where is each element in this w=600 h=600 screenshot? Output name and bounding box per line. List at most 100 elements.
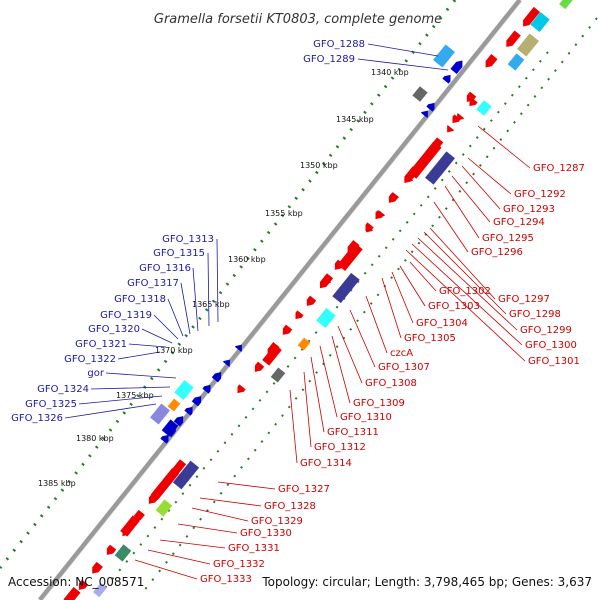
gene-label[interactable]: GFO_1302 — [439, 286, 491, 297]
leader-line — [153, 314, 179, 340]
gene-arrow — [523, 6, 541, 27]
gene-arrow — [282, 324, 293, 335]
leader-line — [467, 157, 512, 195]
gene-arrow — [106, 544, 117, 555]
gene-label[interactable]: GFO_1321 — [75, 339, 127, 350]
leader-line — [433, 201, 469, 253]
leader-line — [159, 539, 226, 549]
gene-label[interactable]: GFO_1298 — [509, 309, 561, 320]
gene-label[interactable]: GFO_1329 — [251, 516, 303, 527]
gene-label[interactable]: GFO_1320 — [88, 324, 140, 335]
gene-feature — [172, 460, 200, 490]
leader-line — [207, 252, 210, 327]
gene-label[interactable]: GFO_1315 — [153, 248, 205, 259]
gene-label[interactable]: GFO_1326 — [11, 413, 63, 424]
label-leader-lines — [64, 43, 531, 580]
gene-arrow — [348, 247, 355, 255]
gene-arrow — [485, 54, 498, 68]
gene-arrow — [450, 60, 463, 74]
leader-line — [399, 265, 426, 307]
gene-arrow — [418, 161, 425, 169]
leader-line — [177, 523, 238, 534]
scale-label: 1375 kbp — [116, 391, 154, 400]
gene-feature — [408, 141, 442, 179]
gene-arrow — [426, 102, 435, 112]
gene-label[interactable]: GFO_1296 — [471, 247, 523, 258]
gene-label[interactable]: GFO_1304 — [416, 318, 468, 329]
gene-label[interactable]: GFO_1319 — [100, 310, 152, 321]
leader-line — [477, 125, 531, 169]
feature-tracks — [63, 0, 573, 600]
gene-label[interactable]: GFO_1300 — [525, 340, 577, 351]
gene-label[interactable]: GFO_1322 — [64, 354, 116, 365]
leader-line — [319, 345, 338, 418]
gene-feature — [262, 344, 282, 366]
gene-label[interactable]: GFO_1294 — [493, 217, 545, 228]
gene-label[interactable]: GFO_1308 — [365, 378, 417, 389]
gene-arrow — [466, 91, 477, 102]
gene-label[interactable]: GFO_1318 — [114, 294, 166, 305]
gene-label[interactable]: GFO_1297 — [498, 294, 550, 305]
leader-line — [192, 267, 199, 332]
gene-label[interactable]: GFO_1331 — [228, 543, 280, 554]
gene-label[interactable]: GFO_1299 — [520, 325, 572, 336]
leader-line — [78, 395, 163, 405]
gene-arrow — [223, 359, 230, 367]
scale-label: 1380 kbp — [76, 434, 114, 443]
gene-feature — [476, 100, 492, 116]
leader-line — [180, 282, 191, 335]
gene-label[interactable]: GFO_1314 — [300, 458, 352, 469]
gene-label[interactable]: GFO_1312 — [314, 442, 366, 453]
gene-label[interactable]: GFO_1309 — [353, 398, 405, 409]
gene-label[interactable]: GFO_1305 — [404, 333, 456, 344]
gene-label[interactable]: GFO_1293 — [503, 204, 555, 215]
gene-label[interactable]: GFO_1332 — [213, 559, 265, 570]
gene-label[interactable]: GFO_1292 — [514, 189, 566, 200]
gene-label[interactable]: GFO_1328 — [264, 501, 316, 512]
leader-line — [337, 325, 363, 384]
scale-track-outer — [0, 0, 457, 569]
gene-label[interactable]: GFO_1301 — [528, 356, 580, 367]
gene-label[interactable]: GFO_1313 — [162, 234, 214, 245]
gene-label[interactable]: GFO_1289 — [303, 54, 355, 65]
gene-feature — [517, 33, 539, 57]
gene-label[interactable]: GFO_1287 — [533, 163, 585, 174]
gene-label[interactable]: GFO_1307 — [378, 362, 430, 373]
gene-arrow — [172, 459, 187, 475]
gene-feature — [161, 419, 179, 437]
gene-feature — [63, 586, 81, 600]
gene-feature — [332, 272, 360, 304]
gene-feature — [120, 515, 140, 537]
gene-label[interactable]: GFO_1325 — [25, 399, 77, 410]
gene-arrow — [202, 384, 211, 394]
gene-label[interactable]: czcA — [390, 348, 413, 359]
gene-label[interactable]: GFO_1303 — [428, 301, 480, 312]
gene-label[interactable]: gor — [87, 368, 104, 379]
scale-label: 1355 kbp — [265, 209, 303, 218]
leader-line — [461, 165, 501, 210]
gene-label[interactable]: GFO_1295 — [482, 233, 534, 244]
gene-labels: GFO_1288 GFO_1289 GFO_1313 GFO_1315 GFO_1316… — [11, 39, 585, 585]
scale-label: 1345 kbp — [336, 115, 374, 124]
leader-line — [349, 309, 376, 368]
scale-label: 1350 kbp — [300, 161, 338, 170]
gene-arrow — [191, 396, 202, 407]
gene-feature — [114, 544, 132, 562]
gene-label[interactable]: GFO_1330 — [240, 528, 292, 539]
gene-arrow — [337, 261, 344, 269]
gene-feature — [530, 12, 550, 32]
gene-label[interactable]: GFO_1311 — [327, 427, 379, 438]
gene-label[interactable]: GFO_1316 — [139, 263, 191, 274]
gene-label[interactable]: GFO_1317 — [127, 278, 179, 289]
gene-label[interactable]: GFO_1310 — [340, 412, 392, 423]
gene-label[interactable]: GFO_1333 — [200, 574, 252, 585]
gene-arrow — [324, 277, 331, 285]
topology-info: Topology: circular; Length: 3,798,465 bp… — [261, 575, 592, 589]
gene-label[interactable]: GFO_1288 — [313, 39, 365, 50]
gene-label[interactable]: GFO_1324 — [37, 384, 89, 395]
gene-arrow — [366, 225, 373, 233]
leader-line — [417, 237, 518, 331]
gene-label[interactable]: GFO_1327 — [278, 484, 330, 495]
map-title: Gramella forsetii KT0803, complete genom… — [154, 12, 442, 27]
gene-arrow — [92, 561, 103, 574]
